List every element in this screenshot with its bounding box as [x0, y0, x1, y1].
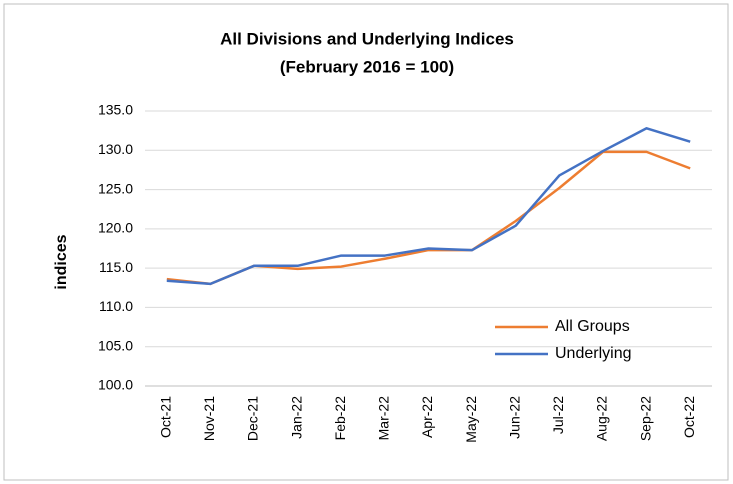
x-tick-label: May-22 [463, 396, 479, 443]
y-tick-label: 130.0 [98, 141, 133, 157]
x-tick-label: Jun-22 [506, 396, 522, 439]
y-tick-label: 105.0 [98, 337, 133, 353]
x-tick-label: Dec-21 [245, 396, 261, 441]
x-tick-label: Oct-22 [681, 396, 697, 438]
x-tick-label: Jul-22 [550, 396, 566, 434]
y-tick-label: 135.0 [98, 102, 133, 118]
legend-label: Underlying [555, 345, 631, 362]
x-tick-label: Sep-22 [637, 396, 653, 441]
x-tick-label: Jan-22 [288, 396, 304, 439]
legend-label: All Groups [555, 318, 630, 335]
y-tick-label: 100.0 [98, 377, 133, 393]
x-tick-label: Oct-21 [158, 396, 174, 438]
x-tick-label: Aug-22 [594, 396, 610, 441]
y-tick-label: 110.0 [99, 298, 133, 314]
x-tick-label: Feb-22 [332, 396, 348, 441]
y-tick-label: 115.0 [99, 259, 133, 275]
x-tick-label: Mar-22 [376, 396, 392, 441]
x-tick-label: Apr-22 [419, 396, 435, 438]
chart-border [3, 3, 729, 481]
y-tick-label: 125.0 [98, 180, 133, 196]
series-line [166, 127, 691, 286]
y-tick-label: 120.0 [98, 220, 133, 236]
y-axis-label: indices [53, 234, 70, 289]
chart-subtitle: (February 2016 = 100) [280, 57, 454, 76]
x-tick-label: Nov-21 [201, 396, 217, 441]
chart-title: All Divisions and Underlying Indices [220, 29, 514, 48]
